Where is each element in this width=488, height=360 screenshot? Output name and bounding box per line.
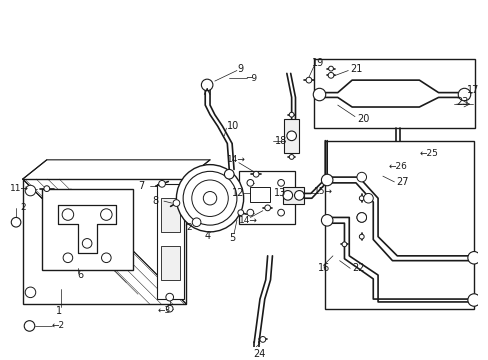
Circle shape — [224, 170, 234, 179]
Circle shape — [457, 88, 470, 101]
Circle shape — [158, 180, 165, 187]
Circle shape — [467, 294, 479, 306]
Circle shape — [102, 253, 111, 262]
Circle shape — [203, 192, 216, 205]
Circle shape — [277, 209, 284, 216]
Circle shape — [25, 185, 36, 196]
Bar — [23, 179, 185, 304]
Circle shape — [260, 337, 265, 342]
Text: ←3: ←3 — [157, 306, 170, 315]
Circle shape — [328, 66, 333, 71]
Bar — [284, 118, 299, 153]
Text: 27: 27 — [395, 177, 408, 187]
Circle shape — [305, 77, 311, 83]
Circle shape — [25, 287, 36, 298]
Circle shape — [253, 171, 259, 177]
Text: ←25: ←25 — [419, 149, 437, 158]
Bar — [161, 246, 180, 280]
Circle shape — [44, 186, 50, 192]
Text: 9: 9 — [236, 64, 243, 73]
Bar — [238, 171, 294, 224]
Text: ─9: ─9 — [246, 74, 257, 83]
Circle shape — [192, 218, 201, 226]
Text: 22: 22 — [351, 263, 364, 273]
Text: 13: 13 — [274, 188, 286, 198]
Text: 18: 18 — [275, 136, 287, 146]
Text: 10: 10 — [227, 121, 239, 131]
Bar — [325, 141, 473, 309]
Circle shape — [264, 205, 270, 211]
Bar — [157, 184, 183, 299]
Circle shape — [11, 217, 21, 227]
Text: 2: 2 — [185, 222, 191, 231]
Circle shape — [82, 239, 92, 248]
Bar — [283, 187, 304, 204]
Circle shape — [356, 172, 366, 182]
Text: 15→: 15→ — [313, 187, 332, 196]
Circle shape — [283, 190, 292, 200]
Text: 14→: 14→ — [238, 216, 257, 225]
Circle shape — [246, 180, 253, 186]
Circle shape — [467, 252, 479, 264]
Text: 17: 17 — [467, 85, 479, 95]
Circle shape — [313, 88, 325, 101]
Text: 24: 24 — [253, 349, 265, 359]
Text: 23: 23 — [455, 97, 468, 107]
Text: 1: 1 — [56, 306, 62, 316]
Circle shape — [277, 180, 284, 186]
Text: 4: 4 — [204, 231, 210, 241]
Bar — [161, 198, 180, 232]
Bar — [42, 189, 133, 270]
Text: 20: 20 — [356, 113, 368, 123]
Bar — [250, 187, 269, 202]
Text: 5: 5 — [229, 233, 235, 243]
Text: 12: 12 — [232, 188, 244, 198]
Circle shape — [24, 321, 35, 331]
Circle shape — [289, 154, 293, 159]
Text: ←2: ←2 — [52, 321, 64, 330]
Text: ←26: ←26 — [388, 162, 407, 171]
Circle shape — [201, 79, 212, 91]
Text: 6: 6 — [78, 270, 83, 280]
Text: 19: 19 — [311, 58, 324, 68]
Text: 11→: 11→ — [10, 184, 29, 193]
Circle shape — [342, 242, 346, 247]
Circle shape — [289, 112, 293, 117]
Circle shape — [166, 305, 173, 312]
Circle shape — [356, 213, 366, 222]
Text: 8: 8 — [152, 196, 158, 206]
Circle shape — [165, 293, 173, 301]
Circle shape — [321, 174, 332, 186]
Circle shape — [363, 193, 372, 203]
Circle shape — [173, 200, 180, 206]
Circle shape — [183, 171, 236, 225]
Bar — [313, 59, 474, 128]
Text: 21: 21 — [349, 64, 362, 73]
Circle shape — [191, 180, 228, 216]
Circle shape — [286, 131, 296, 141]
Text: 16: 16 — [317, 263, 329, 273]
Text: 14→: 14→ — [227, 155, 245, 164]
Circle shape — [176, 165, 243, 232]
Circle shape — [237, 210, 243, 216]
Circle shape — [321, 215, 332, 226]
Circle shape — [359, 196, 364, 201]
Circle shape — [246, 209, 253, 216]
Circle shape — [294, 190, 304, 200]
Circle shape — [62, 209, 74, 220]
Circle shape — [356, 213, 366, 222]
Text: 2: 2 — [20, 203, 25, 212]
Circle shape — [359, 234, 364, 239]
Circle shape — [63, 253, 73, 262]
Circle shape — [327, 72, 333, 78]
Text: 7: 7 — [138, 181, 144, 191]
Circle shape — [101, 209, 112, 220]
